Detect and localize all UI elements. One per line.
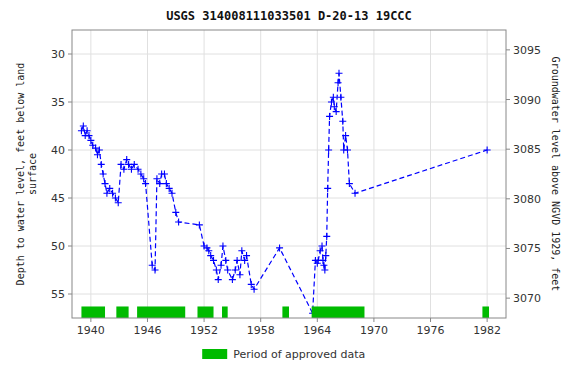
y-tick-label: 55 — [51, 288, 65, 301]
tick-mark — [68, 102, 72, 103]
y-tick-label: 45 — [51, 192, 65, 205]
x-tick-label: 1976 — [417, 324, 445, 337]
x-tick-label: 1946 — [133, 324, 161, 337]
chart: 1940 1946 1952 1958 1964 1970 1976 1982 30 35 40 45… — [0, 0, 576, 384]
tick-mark — [260, 318, 261, 322]
approved-period — [282, 306, 289, 318]
y2-tick-label: 3080 — [513, 193, 541, 206]
grid-line — [260, 30, 261, 318]
grid-line — [90, 30, 91, 318]
tick-mark — [506, 298, 510, 299]
legend-label: Period of approved data — [233, 348, 365, 361]
y2-tick-label: 3075 — [513, 242, 541, 255]
y-tick-label: 40 — [51, 144, 65, 157]
data-line — [81, 73, 487, 313]
grid-line — [72, 294, 506, 295]
approved-period — [482, 306, 489, 318]
y-axis-label-line: surface — [27, 153, 38, 195]
grid-line — [373, 30, 374, 318]
grid-line — [72, 198, 506, 199]
approved-period — [197, 306, 213, 318]
tick-mark — [68, 150, 72, 151]
grid-line — [147, 30, 148, 318]
y2-tick-label: 3070 — [513, 292, 541, 305]
y-tick-label: 35 — [51, 96, 65, 109]
approved-period — [116, 306, 128, 318]
x-tick-label: 1952 — [190, 324, 218, 337]
grid-line — [72, 54, 506, 55]
grid-line — [430, 30, 431, 318]
legend: Period of approved data — [202, 348, 365, 361]
tick-mark — [506, 149, 510, 150]
approved-period — [137, 306, 185, 318]
y-tick-label: 30 — [51, 48, 65, 61]
tick-mark — [147, 318, 148, 322]
y2-tick-label: 3090 — [513, 94, 541, 107]
title: USGS 314008111033501 D-20-13 19CCC — [166, 9, 412, 23]
y-tick-label: 50 — [51, 240, 65, 253]
grid-line — [72, 150, 506, 151]
tick-mark — [506, 99, 510, 100]
grid-line — [72, 102, 506, 103]
approved-period — [81, 306, 105, 318]
x-tick-label: 1958 — [247, 324, 275, 337]
grid-line — [317, 30, 318, 318]
x-tick-label: 1940 — [77, 324, 105, 337]
grid-line — [72, 246, 506, 247]
approved-period — [222, 306, 228, 318]
tick-mark — [90, 318, 91, 322]
x-tick-label: 1964 — [303, 324, 331, 337]
y2-tick-label: 3095 — [513, 44, 541, 57]
tick-mark — [430, 318, 431, 322]
grid — [72, 30, 506, 318]
tick-mark — [506, 248, 510, 249]
plot-frame — [72, 30, 506, 318]
y2-tick-label: 3085 — [513, 143, 541, 156]
tick-mark — [68, 198, 72, 199]
y-axis-label-line: Depth to water level, feet below land — [15, 63, 26, 286]
approved-period — [312, 306, 365, 318]
axes: 1940 1946 1952 1958 1964 1970 1976 1982 30 35 40 45… — [51, 44, 541, 337]
grid-line — [487, 30, 488, 318]
x-tick-label: 1970 — [360, 324, 388, 337]
x-tick-label: 1982 — [473, 324, 501, 337]
tick-mark — [68, 294, 72, 295]
legend-swatch — [202, 349, 227, 359]
y-axis-label: Depth to water level, feet below landsur… — [15, 63, 38, 286]
grid-line — [204, 30, 205, 318]
y2-axis-label: Groundwater level above NGVD 1929, feet — [550, 57, 561, 292]
tick-mark — [68, 246, 72, 247]
tick-mark — [204, 318, 205, 322]
tick-mark — [506, 49, 510, 50]
tick-mark — [373, 318, 374, 322]
tick-mark — [506, 198, 510, 199]
tick-mark — [487, 318, 488, 322]
tick-mark — [317, 318, 318, 322]
plot-data — [81, 73, 489, 318]
tick-mark — [68, 54, 72, 55]
